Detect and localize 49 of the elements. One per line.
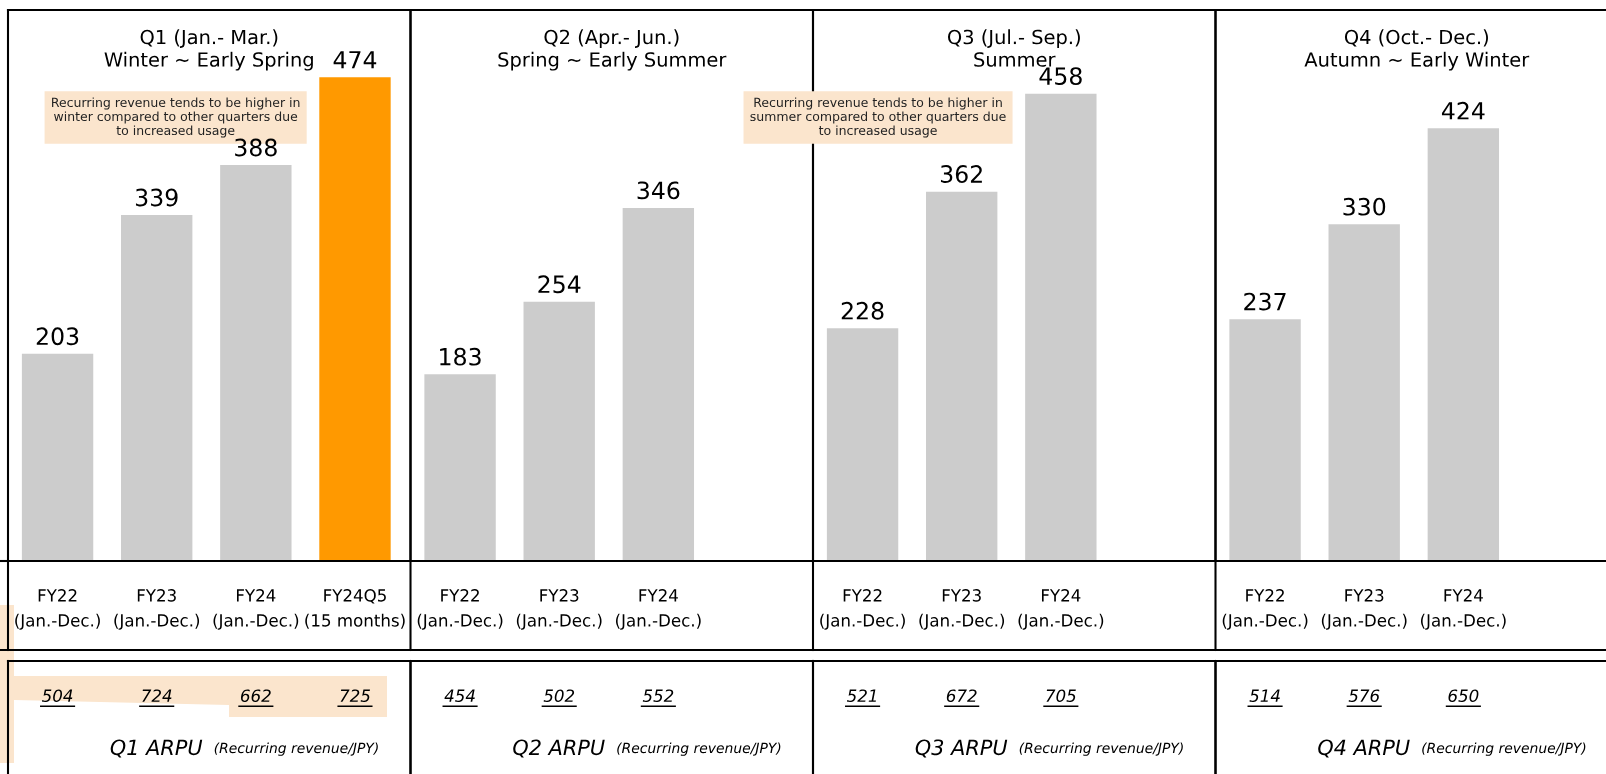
- data-label: 203: [36, 327, 79, 346]
- x-tick-label: FY22 (Jan.-Dec.): [1222, 589, 1308, 630]
- data-label: 339: [135, 188, 178, 207]
- data-label: 424: [1441, 101, 1485, 120]
- x-tick-label: FY24 (Jan.-Dec.): [1018, 589, 1104, 630]
- x-tick-label: FY23 (Jan.-Dec.): [919, 589, 1005, 630]
- data-label: 725: [340, 689, 370, 702]
- text: Q1 (Jan.- Mar.) Winter ~ Early Spring: [104, 29, 313, 71]
- data-label: 388: [235, 138, 277, 157]
- text: Q4 ARPU (Recurring revenue/JPY): [1318, 739, 1586, 758]
- data-label: 474: [333, 51, 377, 69]
- x-tick-label: FY24Q5 (15 months): [305, 589, 405, 629]
- annotation: Recurring revenue tends to be higher in winter compared to other quarters due to increased usage: [52, 97, 300, 138]
- data-label: 458: [1039, 67, 1082, 86]
- data-label: 705: [1046, 689, 1076, 702]
- data-label: 521: [847, 689, 876, 702]
- data-label: 237: [1244, 292, 1286, 311]
- text: Q1 ARPU (Recurring revenue/JPY): [110, 739, 378, 758]
- data-label: 362: [940, 165, 982, 183]
- text: Q2 (Apr.- Jun.) Spring ~ Early Summer: [498, 29, 727, 71]
- x-tick-label: FY24 (Jan.-Dec.): [213, 589, 299, 630]
- data-label: 672: [946, 689, 977, 702]
- data-label: 254: [538, 275, 581, 294]
- text: Q2 ARPU (Recurring revenue/JPY): [513, 739, 781, 758]
- data-label: 552: [642, 689, 674, 702]
- x-tick-label: FY22 (Jan.-Dec.): [15, 589, 100, 630]
- data-label: 228: [841, 301, 884, 320]
- x-tick-label: FY23 (Jan.-Dec.): [516, 589, 602, 630]
- data-label: 346: [637, 181, 680, 200]
- data-label: 504: [42, 689, 73, 702]
- text: Q3 (Jul.- Sep.) Summer: [947, 29, 1080, 67]
- x-tick-label: FY23 (Jan.-Dec.): [1321, 589, 1407, 630]
- x-tick-label: FY22 (Jan.-Dec.): [417, 589, 503, 630]
- x-tick-label: FY23 (Jan.-Dec.): [114, 589, 200, 630]
- x-tick-label: FY22 (Jan.-Dec.): [820, 589, 905, 630]
- annotation: Recurring revenue tends to be higher in summer compared to other quarters due to increased usage: [750, 97, 1006, 138]
- data-label: 662: [240, 689, 271, 702]
- data-label: 330: [1343, 197, 1386, 216]
- data-label: 183: [440, 347, 481, 366]
- x-tick-label: FY24 (Jan.-Dec.): [616, 589, 701, 630]
- text: Q4 (Oct.- Dec.) Autumn ~ Early Winter: [1304, 29, 1530, 71]
- data-label: 650: [1448, 689, 1479, 702]
- data-label: 514: [1249, 689, 1280, 702]
- data-label: 724: [142, 689, 172, 702]
- x-tick-label: FY24 (Jan.-Dec.): [1421, 589, 1506, 630]
- data-label: 502: [543, 689, 575, 702]
- data-label: 454: [444, 689, 475, 702]
- text: Q3 ARPU (Recurring revenue/JPY): [915, 739, 1183, 758]
- data-label: 576: [1348, 689, 1380, 702]
